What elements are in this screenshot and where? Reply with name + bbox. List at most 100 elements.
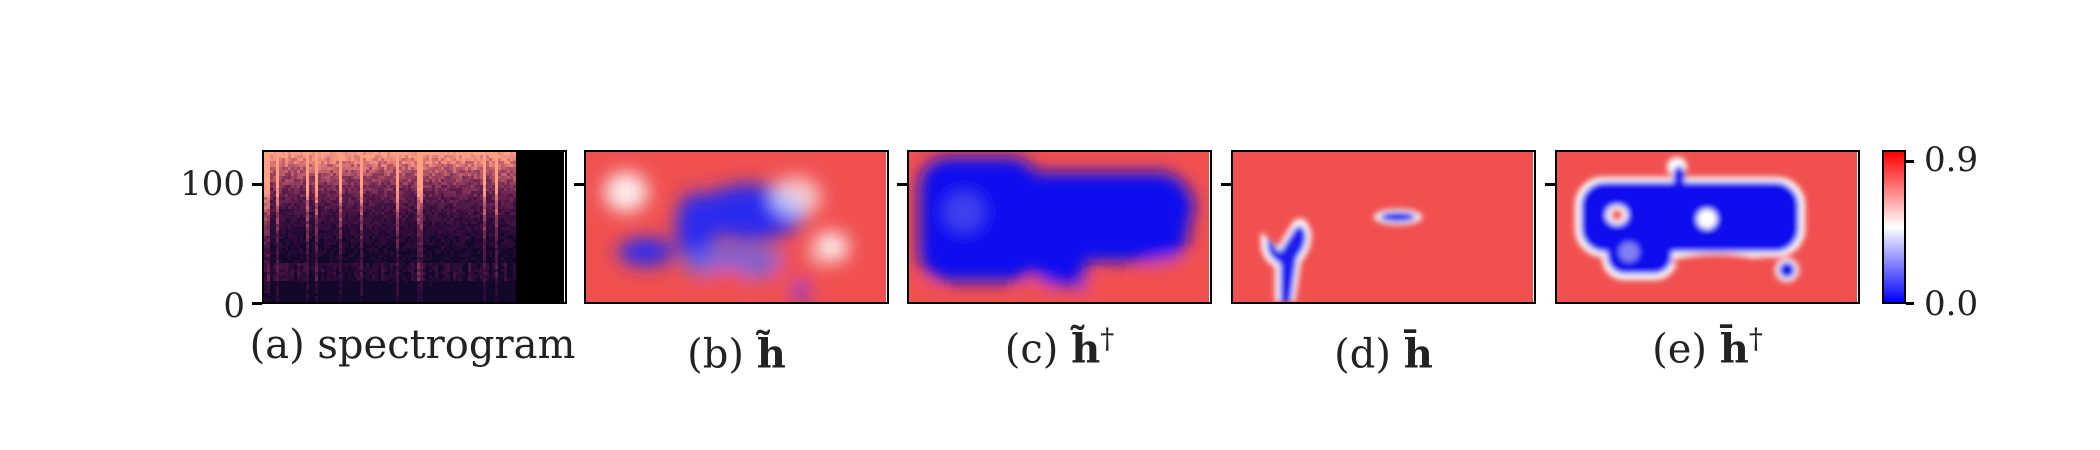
spectrogram-cell bbox=[336, 236, 339, 239]
spectrogram-cell bbox=[504, 266, 507, 269]
spectrogram-cell bbox=[264, 218, 267, 221]
spectrogram-cell bbox=[279, 224, 282, 227]
spectrogram-cell bbox=[369, 215, 372, 218]
spectrogram-cell bbox=[420, 281, 423, 284]
spectrogram-cell bbox=[444, 218, 447, 221]
spectrogram-cell bbox=[378, 167, 381, 170]
spectrogram-cell bbox=[300, 215, 303, 218]
spectrogram-cell bbox=[273, 242, 276, 245]
spectrogram-cell bbox=[486, 215, 489, 218]
spectrogram-cell bbox=[408, 179, 411, 182]
spectrogram-cell bbox=[384, 206, 387, 209]
spectrogram-cell bbox=[441, 182, 444, 185]
spectrogram-cell bbox=[342, 251, 345, 254]
spectrogram-cell bbox=[297, 221, 300, 224]
spectrogram-cell bbox=[303, 218, 306, 221]
spectrogram-cell bbox=[273, 251, 276, 254]
spectrogram-cell bbox=[504, 269, 507, 272]
spectrogram-cell bbox=[435, 278, 438, 281]
spectrogram-cell bbox=[384, 197, 387, 200]
spectrogram-cell bbox=[351, 179, 354, 182]
spectrogram-cell bbox=[477, 164, 480, 167]
spectrogram-cell bbox=[276, 221, 279, 224]
spectrogram-cell bbox=[357, 212, 360, 215]
spectrogram-cell bbox=[504, 197, 507, 200]
spectrogram-cell bbox=[345, 179, 348, 182]
spectrogram-cell bbox=[423, 182, 426, 185]
spectrogram-cell bbox=[489, 212, 492, 215]
spectrogram-cell bbox=[282, 179, 285, 182]
spectrogram-cell bbox=[339, 263, 342, 266]
spectrogram-cell bbox=[408, 257, 411, 260]
spectrogram-cell bbox=[333, 266, 336, 269]
spectrogram-cell bbox=[285, 206, 288, 209]
spectrogram-cell bbox=[435, 164, 438, 167]
spectrogram-cell bbox=[315, 152, 318, 155]
spectrogram-cell bbox=[339, 164, 342, 167]
spectrogram-cell bbox=[312, 245, 315, 248]
spectrogram-cell bbox=[438, 209, 441, 212]
spectrogram-cell bbox=[354, 167, 357, 170]
spectrogram-cell bbox=[390, 179, 393, 182]
spectrogram-cell bbox=[333, 233, 336, 236]
spectrogram-cell bbox=[417, 269, 420, 272]
spectrogram-cell bbox=[402, 176, 405, 179]
spectrogram-cell bbox=[303, 203, 306, 206]
spectrogram-cell bbox=[345, 185, 348, 188]
spectrogram-cell bbox=[297, 278, 300, 281]
spectrogram-cell bbox=[279, 200, 282, 203]
spectrogram-cell bbox=[285, 200, 288, 203]
spectrogram-cell bbox=[291, 215, 294, 218]
spectrogram-cell bbox=[423, 233, 426, 236]
spectrogram-cell bbox=[354, 182, 357, 185]
spectrogram-cell bbox=[333, 218, 336, 221]
spectrogram-cell bbox=[372, 194, 375, 197]
spectrogram-cell bbox=[291, 236, 294, 239]
spectrogram-cell bbox=[495, 275, 498, 278]
spectrogram-cell bbox=[483, 194, 486, 197]
spectrogram-cell bbox=[360, 236, 363, 239]
spectrogram-cell bbox=[330, 242, 333, 245]
spectrogram-cell bbox=[432, 191, 435, 194]
spectrogram-cell bbox=[492, 239, 495, 242]
spectrogram-cell bbox=[441, 155, 444, 158]
spectrogram-cell bbox=[276, 284, 279, 287]
caption-c: (c) h̃† bbox=[907, 322, 1212, 372]
spectrogram-cell bbox=[402, 278, 405, 281]
spectrogram-cell bbox=[375, 224, 378, 227]
spectrogram-cell bbox=[309, 161, 312, 164]
spectrogram-cell bbox=[372, 191, 375, 194]
spectrogram-cell bbox=[279, 245, 282, 248]
spectrogram-cell bbox=[285, 164, 288, 167]
spectrogram-cell bbox=[441, 224, 444, 227]
spectrogram-cell bbox=[279, 242, 282, 245]
spectrogram-cell bbox=[513, 203, 516, 206]
spectrogram-cell bbox=[363, 176, 366, 179]
spectrogram-cell bbox=[351, 212, 354, 215]
spectrogram-cell bbox=[489, 251, 492, 254]
spectrogram-cell bbox=[276, 209, 279, 212]
spectrogram-cell bbox=[348, 230, 351, 233]
spectrogram-cell bbox=[447, 179, 450, 182]
spectrogram-cell bbox=[300, 200, 303, 203]
spectrogram-cell bbox=[366, 176, 369, 179]
spectrogram-cell bbox=[435, 179, 438, 182]
spectrogram-cell bbox=[384, 278, 387, 281]
spectrogram-cell bbox=[279, 176, 282, 179]
spectrogram-cell bbox=[468, 167, 471, 170]
spectrogram-cell bbox=[414, 242, 417, 245]
spectrogram-cell bbox=[396, 158, 399, 161]
spectrogram-cell bbox=[462, 182, 465, 185]
spectrogram-cell bbox=[423, 236, 426, 239]
spectrogram-cell bbox=[366, 188, 369, 191]
spectrogram-cell bbox=[288, 179, 291, 182]
spectrogram-cell bbox=[462, 185, 465, 188]
spectrogram-cell bbox=[474, 230, 477, 233]
spectrogram-cell bbox=[336, 155, 339, 158]
spectrogram-cell bbox=[456, 221, 459, 224]
spectrogram-cell bbox=[507, 197, 510, 200]
spectrogram-cell bbox=[453, 212, 456, 215]
spectrogram-cell bbox=[432, 239, 435, 242]
spectrogram-cell bbox=[390, 203, 393, 206]
spectrogram-cell bbox=[369, 155, 372, 158]
